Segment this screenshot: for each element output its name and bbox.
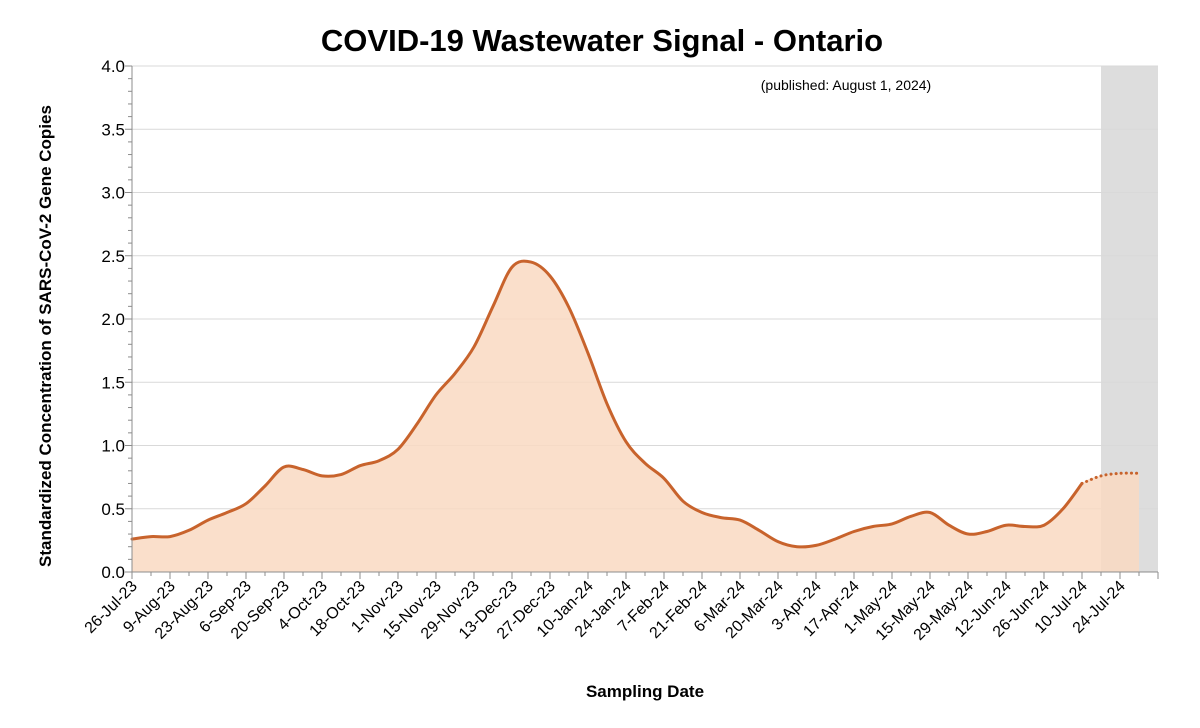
series-line: [130, 259, 1084, 549]
axes: [125, 65, 1159, 579]
x-axis-title: Sampling Date: [586, 682, 704, 701]
area-fill: [132, 261, 1139, 572]
published-note: (published: August 1, 2024): [761, 77, 931, 93]
y-tick-label: 0.5: [101, 500, 125, 519]
y-tick-label: 2.5: [101, 247, 125, 266]
y-tick-label: 4.0: [101, 57, 125, 76]
y-tick-label: 0.0: [101, 563, 125, 582]
x-tick-labels: 26-Jul-239-Aug-2323-Aug-236-Sep-2320-Sep…: [82, 578, 1129, 644]
y-tick-label: 1.0: [101, 437, 125, 456]
y-tick-label: 3.5: [101, 120, 125, 139]
y-tick-label: 2.0: [101, 310, 125, 329]
series-lines: [130, 259, 1141, 549]
chart-title: COVID-19 Wastewater Signal - Ontario: [321, 23, 883, 58]
area-layer: [132, 261, 1139, 572]
y-tick-labels: 0.0 0.5 1.0 1.5 2.0 2.5 3.0 3.5 4.0: [101, 57, 125, 582]
y-axis-title: Standardized Concentration of SARS-CoV-2…: [36, 105, 55, 567]
y-tick-label: 3.0: [101, 184, 125, 203]
gridlines: [132, 65, 1158, 510]
y-tick-label: 1.5: [101, 373, 125, 392]
projected-series-line: [1080, 471, 1141, 485]
